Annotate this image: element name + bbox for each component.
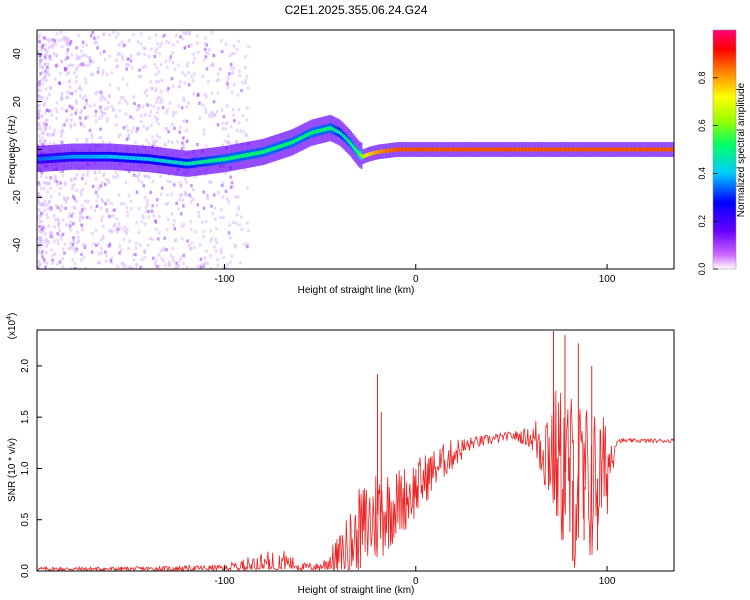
snr-xlabel: Height of straight line (km) bbox=[298, 585, 415, 596]
snr-x-tick-label: -100 bbox=[214, 576, 234, 587]
spectrogram-x-tick-label: 0 bbox=[413, 274, 419, 285]
spectrogram-xlabel: Height of straight line (km) bbox=[298, 285, 415, 296]
snr-plot-area bbox=[37, 330, 674, 571]
spectrogram-x-tick-label: 100 bbox=[599, 274, 616, 285]
snr-peaks bbox=[376, 331, 598, 561]
colorbar-tick-label: 0.2 bbox=[697, 215, 707, 228]
svg-text:(x104): (x104) bbox=[6, 313, 18, 340]
snr-x-axis: -100 0 100 bbox=[214, 566, 616, 587]
snr-frame bbox=[36, 329, 675, 572]
spectrogram-ridge bbox=[37, 114, 674, 177]
colorbar-tick-label: 0.6 bbox=[697, 119, 707, 132]
snr-multiplier-exp: 4 bbox=[6, 316, 13, 320]
spectrogram-y-axis: -40 -20 0 20 40 bbox=[12, 48, 42, 252]
spectrogram-y-tick-label: 20 bbox=[12, 96, 23, 108]
snr-panel: -100 0 100 0.0 0.5 1.0 1.5 2.0 Height of strai… bbox=[6, 313, 675, 596]
colorbar-frame bbox=[712, 29, 737, 270]
snr-y-axis: 0.0 0.5 1.0 1.5 2.0 bbox=[20, 359, 42, 578]
colorbar-gradient bbox=[713, 30, 736, 269]
colorbar-tick-label: 0.4 bbox=[697, 167, 707, 180]
spectrogram-ylabel: Frequency (Hz) bbox=[7, 116, 18, 185]
spectrogram-panel: -100 0 100 -40 -20 0 20 40 Height of straight … bbox=[7, 29, 675, 296]
snr-y-tick-label: 1.5 bbox=[20, 410, 31, 424]
snr-y-tick-label: 1.0 bbox=[20, 461, 31, 475]
spectrogram-x-tick-label: -100 bbox=[214, 274, 234, 285]
colorbar-tick-label: 0.8 bbox=[697, 72, 707, 85]
snr-y-tick-label: 0.5 bbox=[20, 512, 31, 526]
spectrogram-y-tick-label: 40 bbox=[12, 48, 23, 60]
snr-x-tick-label: 100 bbox=[599, 576, 616, 587]
snr-x-tick-label: 0 bbox=[413, 576, 419, 587]
snr-y-tick-label: 2.0 bbox=[20, 359, 31, 373]
colorbar: 0.0 0.2 0.4 0.6 0.8 Normalized spectral ampl… bbox=[697, 29, 747, 276]
colorbar-ticks: 0.0 0.2 0.4 0.6 0.8 bbox=[697, 72, 718, 276]
snr-y-tick-label: 0.0 bbox=[20, 564, 31, 578]
snr-ylabel: SNR (10 * v/v) bbox=[7, 438, 18, 502]
colorbar-label: Normalized spectral amplitude bbox=[736, 82, 747, 217]
spectrogram-y-tick-label: -40 bbox=[12, 237, 23, 252]
colorbar-tick-label: 0.0 bbox=[697, 263, 707, 276]
spectrogram-y-tick-label: 0 bbox=[12, 146, 23, 152]
snr-multiplier: (x104) bbox=[6, 313, 18, 340]
snr-series-line bbox=[37, 390, 674, 571]
snr-multiplier-label: (x10 bbox=[7, 319, 18, 339]
figure-title: C2E1.2025.355.06.24.G24 bbox=[285, 3, 428, 17]
spectrogram-y-tick-label: -20 bbox=[12, 190, 23, 205]
spectrogram-x-axis: -100 0 100 bbox=[214, 264, 616, 285]
